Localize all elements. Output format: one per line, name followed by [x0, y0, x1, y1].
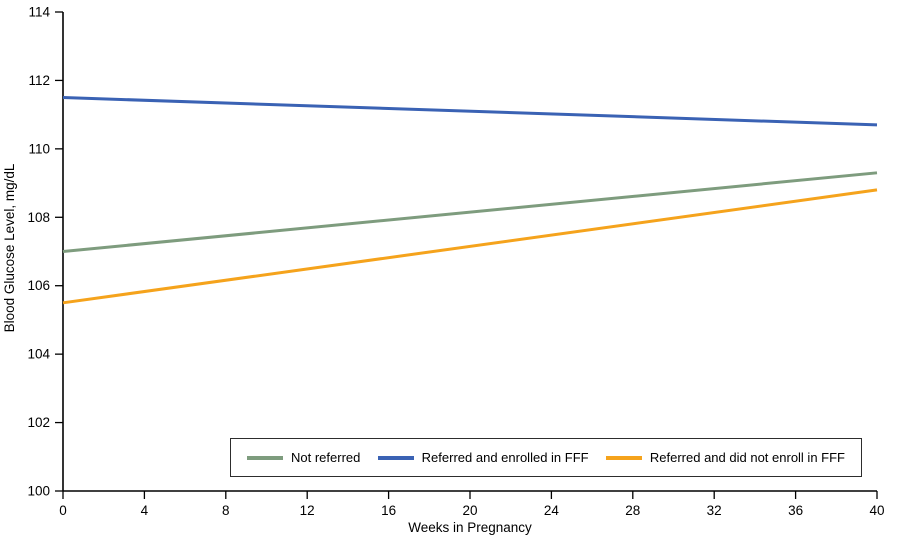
- x-tick-label: 36: [788, 503, 803, 518]
- y-tick-label: 110: [28, 141, 50, 156]
- legend-item-referred-enrolled: Referred and enrolled in FFF: [377, 450, 589, 465]
- x-tick-label: 4: [141, 503, 149, 518]
- legend-label-not-referred: Not referred: [291, 450, 361, 465]
- x-tick-label: 40: [869, 503, 884, 518]
- x-tick-label: 12: [300, 503, 315, 518]
- x-tick-label: 20: [462, 503, 477, 518]
- y-tick-label: 102: [27, 415, 50, 430]
- legend-swatch-referred-not-enrolled: [605, 455, 642, 460]
- series-line-referred-enrolled: [62, 96, 878, 127]
- series-line-referred-not-enrolled: [62, 188, 878, 305]
- axes-and-series: 100 102 104 106 108 110 112 114 0 4 8 12 16 20 24 28 32 3…: [27, 5, 884, 519]
- legend-label-referred-enrolled: Referred and enrolled in FFF: [421, 450, 589, 465]
- y-tick-label: 108: [27, 210, 50, 225]
- x-tick-label: 32: [707, 503, 722, 518]
- x-tick-label: 8: [222, 503, 230, 518]
- legend-item-not-referred: Not referred: [247, 450, 360, 465]
- x-tick-label: 28: [625, 503, 640, 518]
- legend-item-referred-not-enrolled: Referred and did not enroll in FFF: [605, 450, 845, 465]
- x-axis-title: Weeks in Pregnancy: [408, 520, 532, 535]
- y-axis-title: Blood Glucose Level, mg/dL: [2, 163, 17, 332]
- x-tick-label: 16: [381, 503, 396, 518]
- y-tick-label: 100: [27, 484, 50, 499]
- legend-swatch-not-referred: [247, 455, 283, 460]
- legend: Not referred Referred and enrolled in FF…: [230, 438, 862, 477]
- y-tick-label: 114: [28, 5, 50, 20]
- y-tick-label: 104: [27, 347, 50, 362]
- x-tick-label: 24: [544, 503, 560, 518]
- y-tick-label: 106: [27, 278, 50, 293]
- y-tick-label: 112: [28, 73, 50, 88]
- series-line-not-referred: [62, 171, 878, 253]
- x-tick-label: 0: [59, 503, 67, 518]
- legend-swatch-referred-enrolled: [377, 455, 414, 460]
- legend-label-referred-not-enrolled: Referred and did not enroll in FFF: [649, 450, 845, 465]
